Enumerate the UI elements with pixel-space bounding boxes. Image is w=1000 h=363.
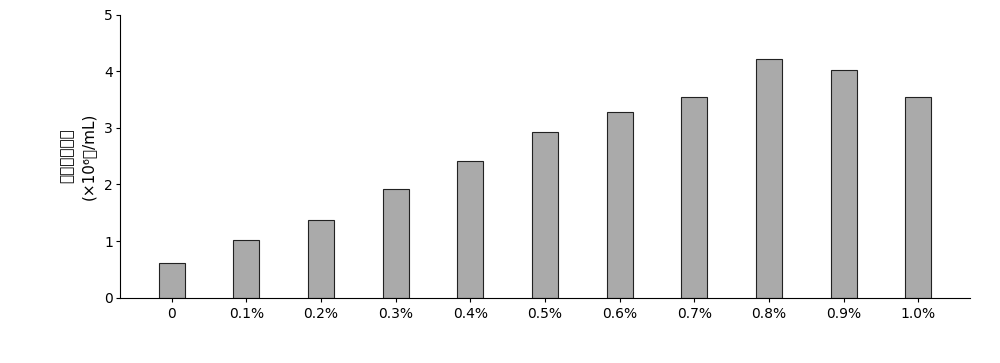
Bar [681,97,707,298]
Bar [233,240,259,298]
Bar [756,59,782,298]
Bar [831,70,857,298]
Bar [308,220,334,298]
Bar [457,160,483,298]
Bar [532,132,558,298]
Bar [607,112,633,298]
Bar [905,97,931,298]
Y-axis label: 原生质体产量
(×10⁶个/mL): 原生质体产量 (×10⁶个/mL) [60,113,96,200]
Bar [383,189,409,298]
Bar [159,262,185,298]
